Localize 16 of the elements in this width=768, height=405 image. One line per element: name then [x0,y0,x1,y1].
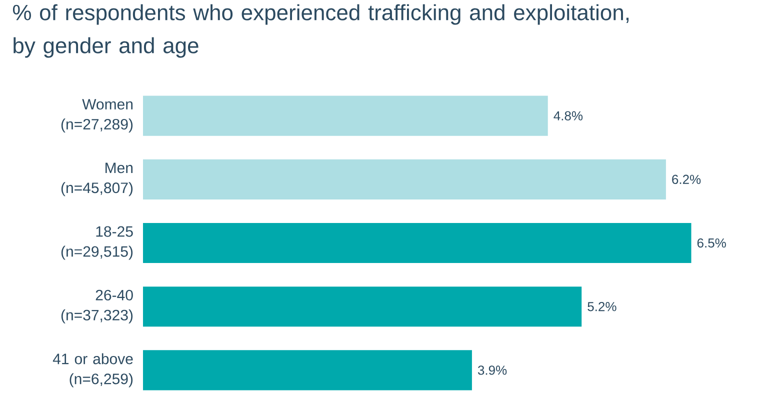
chart-title: % of respondents who experienced trafficking and exploitation, by gender and age [12,4,629,58]
data-label: 6.2% [672,174,701,184]
data-label: 6.5% [697,238,726,248]
bar [143,96,548,136]
data-label: 3.9% [478,366,507,375]
y-tick-label: 26-40 (n=37,323) [61,290,133,324]
y-tick-label: 41 or above (n=6,259) [52,353,133,388]
bar [143,350,472,390]
bar [143,222,692,264]
y-tick-label: Men (n=45,807) [61,162,133,196]
data-label: 5.2% [588,302,616,312]
data-label: 4.8% [554,111,583,120]
y-tick-label: 18-25 (n=29,515) [61,226,133,260]
bar [143,159,666,200]
bar [143,286,582,327]
y-tick-label: Women (n=27,289) [61,99,133,133]
